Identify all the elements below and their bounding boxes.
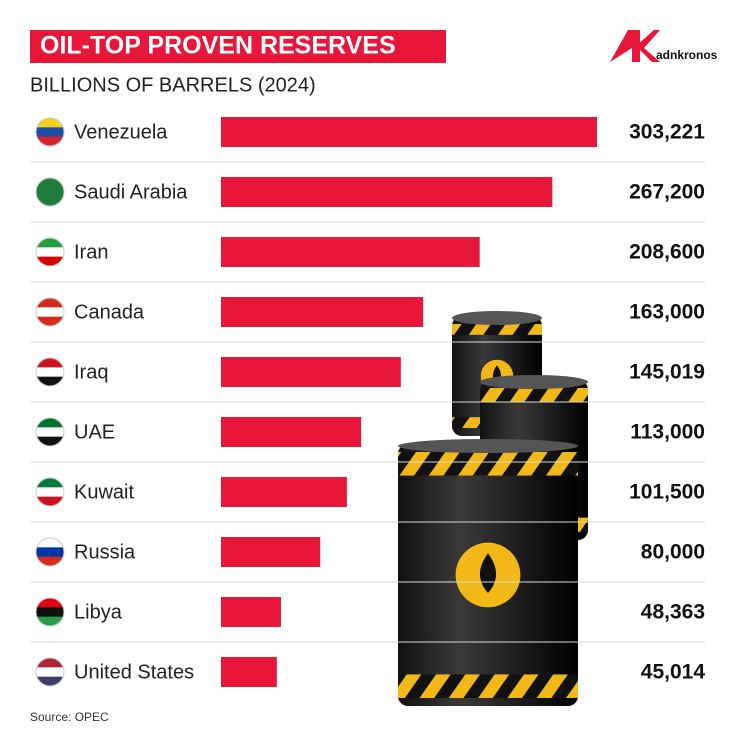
flag-ring	[35, 477, 65, 507]
flag-stripe	[36, 367, 64, 378]
value-label: 45,014	[641, 661, 706, 684]
flag-ring	[35, 177, 65, 207]
flag-stripe	[36, 187, 64, 198]
flag-stripe	[36, 316, 64, 326]
flag	[35, 597, 65, 627]
category-label: Canada	[74, 301, 145, 323]
bar	[221, 357, 401, 387]
value-label: 101,500	[629, 481, 705, 504]
flag-stripe	[36, 667, 64, 678]
category-label: UAE	[74, 421, 115, 443]
flag-ring	[35, 237, 65, 267]
barrel-stripe	[398, 452, 578, 476]
flag-stripe	[36, 358, 64, 368]
bar	[221, 597, 281, 627]
flag	[35, 117, 65, 147]
flag	[35, 417, 65, 447]
flag-stripe	[36, 616, 64, 626]
flag	[35, 657, 65, 687]
flag-stripe	[36, 238, 64, 248]
flag-stripe	[36, 547, 64, 558]
bar	[221, 657, 277, 687]
category-label: Saudi Arabia	[74, 181, 188, 203]
flag	[35, 537, 65, 567]
flag-stripe	[36, 427, 64, 438]
value-label: 48,363	[641, 601, 705, 624]
flag-stripe	[36, 196, 64, 206]
source: Source: OPEC	[30, 710, 109, 724]
flag-stripe	[36, 658, 64, 668]
flag-stripe	[36, 127, 64, 138]
category-label: Libya	[74, 601, 123, 623]
bar	[221, 177, 553, 207]
barrel-drop	[479, 553, 497, 593]
flag	[35, 237, 65, 267]
flag-stripe	[36, 676, 64, 686]
barrel-stripe	[398, 674, 578, 698]
flag-ring	[35, 357, 65, 387]
flag-stripe	[36, 256, 64, 266]
value-label: 267,200	[629, 181, 705, 204]
flag-stripe	[36, 136, 64, 146]
flag-stripe	[36, 436, 64, 446]
barrel-top	[398, 439, 578, 453]
category-label: Iraq	[74, 361, 108, 383]
bar	[221, 477, 347, 507]
flag-stripe	[36, 418, 64, 428]
bar	[221, 417, 362, 447]
flag	[35, 297, 65, 327]
flag-stripe	[36, 376, 64, 386]
value-label: 303,221	[629, 121, 705, 144]
chart-title: OIL-TOP PROVEN RESERVES	[40, 32, 396, 60]
logo-mark	[636, 30, 660, 62]
category-label: Russia	[74, 541, 136, 563]
value-label: 113,000	[630, 421, 705, 444]
flag-ring	[35, 537, 65, 567]
bar	[221, 237, 480, 267]
flag-ring	[35, 117, 65, 147]
category-label: Venezuela	[74, 121, 168, 143]
logo-mark	[610, 30, 640, 62]
flag-stripe	[36, 118, 64, 128]
flag-stripe	[36, 487, 64, 498]
flag-stripe	[36, 607, 64, 618]
flag-stripe	[36, 307, 64, 318]
bar	[221, 297, 424, 327]
value-label: 145,019	[629, 361, 705, 384]
value-label: 163,000	[629, 301, 705, 324]
flag	[35, 357, 65, 387]
barrel-top	[480, 375, 588, 389]
barrel-stripe	[480, 388, 588, 403]
barrel-top	[452, 311, 542, 325]
flag-stripe	[36, 247, 64, 258]
value-label: 208,600	[629, 241, 705, 264]
barrel-stripe	[452, 324, 542, 335]
title-box	[30, 30, 446, 63]
flag-stripe	[36, 298, 64, 308]
flag-ring	[35, 297, 65, 327]
chart-subtitle: BILLIONS OF BARRELS (2024)	[30, 74, 316, 96]
brand: adnkronos	[656, 48, 718, 62]
background-art	[398, 311, 588, 706]
flag	[35, 477, 65, 507]
flag-ring	[35, 417, 65, 447]
flag-stripe	[36, 556, 64, 566]
flag-stripe	[36, 478, 64, 488]
flag-stripe	[36, 496, 64, 506]
category-label: United States	[74, 661, 194, 683]
flag-stripe	[36, 598, 64, 608]
flag-ring	[35, 597, 65, 627]
flag-stripe	[36, 538, 64, 548]
bar	[221, 537, 321, 567]
flag	[35, 177, 65, 207]
flag-ring	[35, 657, 65, 687]
bar	[221, 117, 597, 147]
value-label: 80,000	[641, 541, 705, 564]
logo: adnkronos	[610, 30, 718, 62]
category-label: Kuwait	[74, 481, 134, 503]
flag-stripe	[36, 178, 64, 188]
category-label: Iran	[74, 241, 108, 263]
